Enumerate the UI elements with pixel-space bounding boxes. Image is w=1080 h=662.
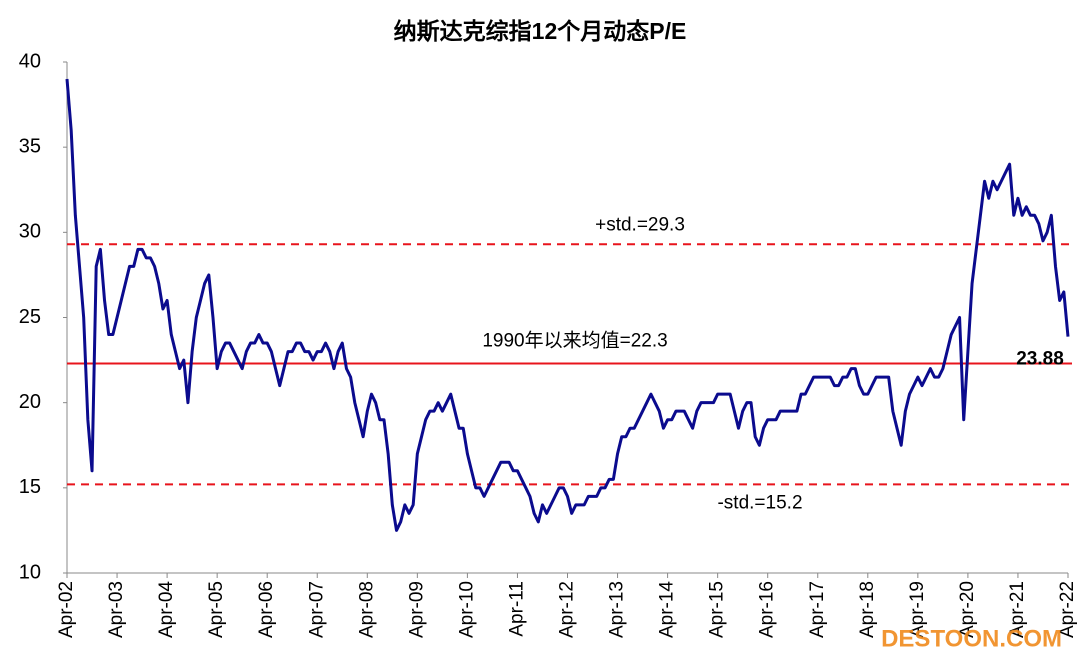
x-tick-label: Apr-16 (757, 581, 778, 638)
x-tick-label: Apr-11 (506, 581, 527, 637)
x-tick-label: Apr-20 (957, 581, 978, 638)
x-tick-label: Apr-04 (156, 581, 177, 638)
y-tick-label: 35 (19, 135, 41, 157)
x-tick-label: Apr-02 (56, 581, 77, 638)
y-tick-label: 10 (19, 561, 41, 583)
y-tick-label: 40 (19, 50, 41, 72)
x-tick-label: Apr-09 (406, 581, 427, 638)
end-value-label: 23.88 (1016, 349, 1064, 370)
x-tick-label: Apr-14 (657, 581, 678, 638)
x-tick-label: Apr-17 (807, 581, 828, 638)
x-tick-label: Apr-12 (557, 581, 578, 638)
x-tick-label: Apr-10 (456, 581, 477, 638)
data-line (65, 78, 1070, 532)
y-tick-label: 30 (19, 221, 41, 243)
watermark: DESTOON.COM (881, 625, 1062, 652)
chart-title: 纳斯达克综指12个月动态P/E (394, 18, 687, 44)
x-tick-label: Apr-18 (857, 581, 878, 638)
x-tick-label: Apr-19 (907, 581, 928, 638)
x-tick-label: Apr-05 (206, 581, 227, 638)
x-tick-label: Apr-22 (1057, 581, 1078, 638)
x-tick-label: Apr-07 (306, 581, 327, 638)
x-tick-label: Apr-15 (707, 581, 728, 638)
y-tick-label: 25 (19, 306, 41, 328)
x-tick-label: Apr-08 (356, 581, 377, 638)
y-tick-label: 15 (19, 476, 41, 498)
reference-label: 1990年以来均值=22.3 (482, 330, 667, 352)
x-tick-label: Apr-03 (106, 581, 127, 638)
reference-label: +std.=29.3 (595, 214, 685, 235)
reference-label: -std.=15.2 (717, 492, 802, 513)
x-tick-label: Apr-13 (607, 581, 628, 638)
y-tick-label: 20 (19, 391, 41, 413)
x-tick-label: Apr-21 (1007, 581, 1028, 638)
x-tick-label: Apr-06 (256, 581, 277, 638)
